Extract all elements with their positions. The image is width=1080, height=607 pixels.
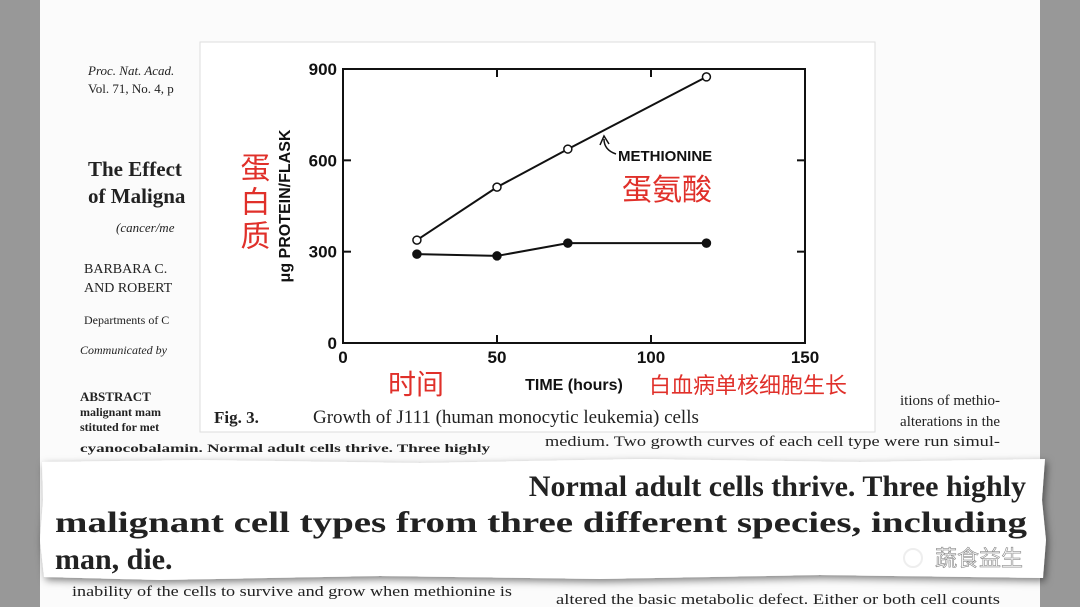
data-point (492, 251, 502, 261)
body-line: alterations in the (900, 414, 1000, 430)
y-axis-label: μg PROTEIN/FLASK (277, 129, 294, 282)
highlight-strip (40, 459, 1046, 580)
body-line: medium. Two growth curves of each cell t… (545, 434, 1000, 450)
x-axis-label: TIME (hours) (525, 377, 623, 394)
data-point (412, 249, 422, 259)
x-tick-label: 50 (488, 348, 507, 367)
data-point (701, 238, 712, 248)
y-tick-label: 300 (309, 243, 337, 262)
plot-frame (342, 68, 806, 344)
y-tick-label: 900 (309, 60, 337, 79)
chart-panel (199, 41, 876, 433)
figure-caption: Growth of J111 (human monocytic leukemia… (313, 407, 699, 428)
chart: μg PROTEIN/FLASK TIME (hours) METHIONINE… (214, 60, 819, 428)
header-line: Proc. Nat. Acad. (87, 63, 174, 78)
title-line: The Effect (88, 157, 182, 181)
series-label: METHIONINE (618, 148, 712, 165)
author-line: AND ROBERT (84, 281, 173, 296)
figure-number: Fig. 3. (214, 408, 259, 427)
keywords: (cancer/me (116, 220, 175, 235)
data-point (563, 144, 573, 154)
affiliation: Departments of C (84, 313, 169, 327)
abstract-line: cyanocobalamin. Normal adult cells thriv… (80, 441, 490, 455)
abstract-line: malignant mam (80, 405, 161, 419)
highlight-line: man, die. (55, 543, 173, 576)
body-line: altered the basic metabolic defect. Eith… (556, 592, 1000, 607)
highlight-line: malignant cell types from three differen… (55, 506, 1027, 539)
data-point (492, 182, 502, 192)
body-line: inability of the cells to survive and gr… (72, 584, 512, 600)
label-arrow (599, 134, 617, 155)
y-tick-label: 0 (328, 334, 337, 353)
author-line: BARBARA C. (84, 262, 167, 277)
annotation: 时间 (388, 368, 444, 401)
body-line: itions of methio- (900, 393, 1000, 409)
paper-text: Proc. Nat. Acad. Vol. 71, No. 4, p The E… (72, 63, 1000, 607)
strip-paper (40, 459, 1046, 580)
header-line: Vol. 71, No. 4, p (88, 81, 174, 96)
x-tick-label: 150 (791, 348, 819, 367)
y-tick-label: 600 (309, 151, 337, 170)
watermark-icon (903, 548, 923, 568)
x-tick-label: 100 (637, 348, 665, 367)
highlight-line: Normal adult cells thrive. Three highly (529, 470, 1026, 503)
annotation-vertical: 蛋白质 (235, 152, 270, 254)
abstract-heading: ABSTRACT (80, 389, 151, 404)
communicated: Communicated by (80, 343, 168, 357)
series-line (416, 76, 707, 241)
data-point (412, 235, 422, 245)
title-line: of Maligna (88, 184, 186, 208)
annotation: 蛋氨酸 (622, 173, 712, 208)
series-line (416, 242, 707, 257)
abstract-line: stituted for met (80, 420, 159, 434)
data-point (563, 238, 573, 248)
data-point (701, 72, 712, 82)
x-tick-label: 0 (338, 348, 347, 367)
watermark: 蔬食益生 (935, 547, 1023, 572)
annotation: 白血病单核细胞生长 (649, 374, 847, 399)
